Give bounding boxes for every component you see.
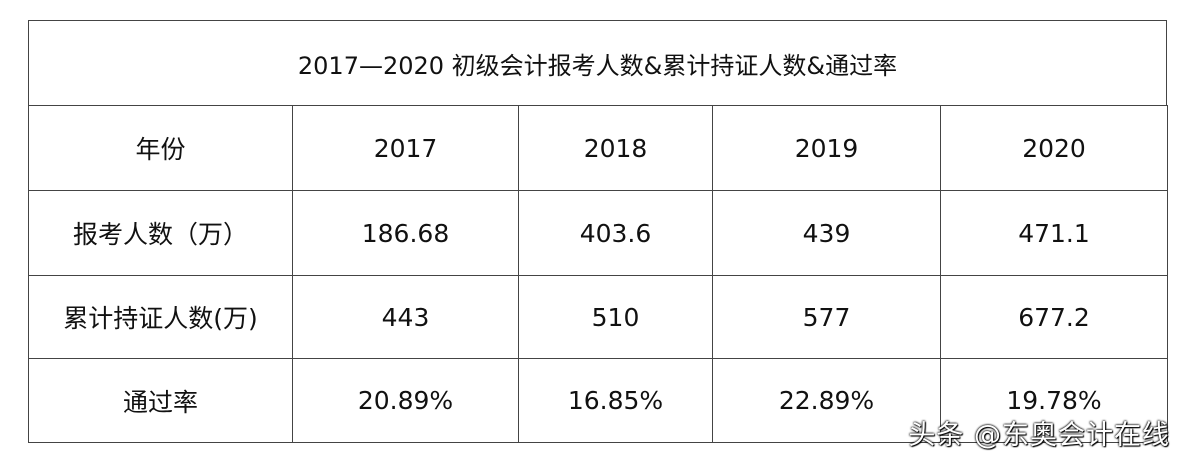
header-cell: 年份	[28, 105, 293, 191]
table-cell: 20.89%	[292, 358, 519, 443]
table-cell: 16.85%	[518, 358, 713, 443]
row-label: 通过率	[28, 358, 293, 443]
table-cell: 19.78%	[940, 358, 1168, 443]
table-cell: 471.1	[940, 190, 1168, 276]
header-cell: 2019	[712, 105, 941, 191]
table-cell: 22.89%	[712, 358, 941, 443]
table-cell: 403.6	[518, 190, 713, 276]
header-cell: 2020	[940, 105, 1168, 191]
row-label: 累计持证人数(万)	[28, 275, 293, 359]
table-cell: 439	[712, 190, 941, 276]
header-cell: 2018	[518, 105, 713, 191]
table-cell: 577	[712, 275, 941, 359]
table-cell: 510	[518, 275, 713, 359]
row-label: 报考人数（万）	[28, 190, 293, 276]
watermark: 头条 @东奥会计在线	[908, 420, 1170, 451]
table-title: 2017—2020 初级会计报考人数&累计持证人数&通过率	[28, 20, 1167, 106]
table-cell: 186.68	[292, 190, 519, 276]
table-cell: 443	[292, 275, 519, 359]
header-cell: 2017	[292, 105, 519, 191]
table-cell: 677.2	[940, 275, 1168, 359]
